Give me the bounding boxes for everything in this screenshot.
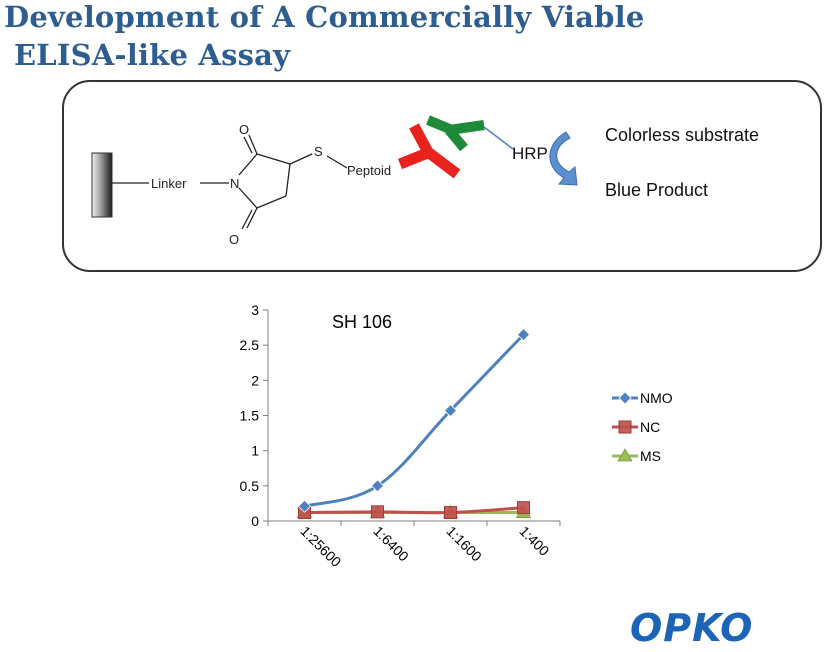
x-tick-label: 1:25600	[297, 523, 344, 570]
bond-c2-c3	[256, 153, 291, 165]
bond-c5-c4	[256, 195, 287, 209]
s-atom-label: S	[314, 144, 323, 159]
x-tick-label: 1:1600	[443, 523, 485, 565]
secondary-antibody-shape	[426, 115, 485, 152]
substrate-label: Colorless substrate	[605, 125, 759, 145]
slide-title: Development of A Commercially Viable ELI…	[4, 0, 644, 74]
y-tick-label: 3	[251, 302, 259, 318]
assay-scheme-drawing: Linker N O O S Peptoid HRP	[91, 115, 759, 247]
chart-svg: SH 106 0 0.5 1 1.5 2 2.5 3 1:25600 1:6400 1:1600 1…	[240, 302, 673, 570]
bond-n-c2	[238, 153, 258, 176]
x-tick-label: 1:6400	[370, 523, 412, 565]
elisa-line-chart: SH 106 0 0.5 1 1.5 2 2.5 3 1:25600 1:6400 1:1600 1…	[220, 296, 700, 596]
primary-antibody-shape	[397, 123, 461, 179]
data-point-nmo	[443, 404, 458, 418]
y-tick-label: 0.5	[240, 478, 260, 494]
carbonyl-top-bond	[248, 134, 258, 155]
solid-surface	[91, 152, 113, 218]
slide-title-line1: Development of A Commercially Viable	[4, 0, 645, 34]
assay-scheme: Linker N O O S Peptoid HRP	[62, 80, 822, 272]
o-bottom-label: O	[229, 232, 239, 247]
bond-n-c5	[238, 187, 258, 209]
n-atom-label: N	[230, 176, 239, 191]
data-point-nc	[444, 506, 457, 520]
hrp-conjugate-line	[483, 126, 514, 150]
linker-label: Linker	[151, 176, 187, 191]
data-point-nc	[371, 505, 384, 519]
y-tick-label: 1	[251, 443, 259, 459]
bond-c3-c4	[285, 163, 291, 197]
legend-label-nmo: NMO	[640, 390, 673, 406]
legend-marker-ms	[617, 448, 633, 462]
data-point-nmo	[516, 328, 531, 342]
y-tick-label: 2	[251, 372, 259, 388]
opko-logo-text: OPKO	[630, 606, 753, 647]
carbonyl-top-double	[243, 136, 253, 154]
legend-label-ms: MS	[640, 448, 661, 464]
carbonyl-bottom-bond	[246, 207, 258, 229]
slide-title-line2: ELISA-like Assay	[14, 38, 291, 72]
data-point-nc	[517, 501, 530, 515]
data-point-nmo	[370, 479, 385, 493]
y-tick-label: 1.5	[240, 408, 260, 424]
product-label: Blue Product	[605, 180, 708, 200]
peptoid-label: Peptoid	[347, 163, 391, 178]
y-tick-label: 0	[251, 513, 259, 529]
legend-marker-nc	[618, 420, 632, 434]
data-point-nmo	[297, 499, 312, 513]
legend-label-nc: NC	[640, 419, 660, 435]
carbonyl-bottom-double	[241, 209, 253, 230]
series-line-nc	[304, 506, 524, 515]
opko-logo: OPKO	[628, 605, 792, 650]
bond-s-peptoid	[326, 155, 348, 169]
chart-title: SH 106	[332, 312, 392, 332]
legend-marker-nmo	[618, 391, 632, 405]
series-line-nmo	[304, 333, 525, 508]
reaction-arrow-icon	[549, 131, 578, 186]
bond-c3-s	[289, 153, 313, 165]
x-tick-label: 1:400	[516, 523, 552, 559]
o-top-label: O	[239, 122, 249, 137]
y-tick-label: 2.5	[240, 337, 260, 353]
hrp-label: HRP	[512, 144, 548, 163]
